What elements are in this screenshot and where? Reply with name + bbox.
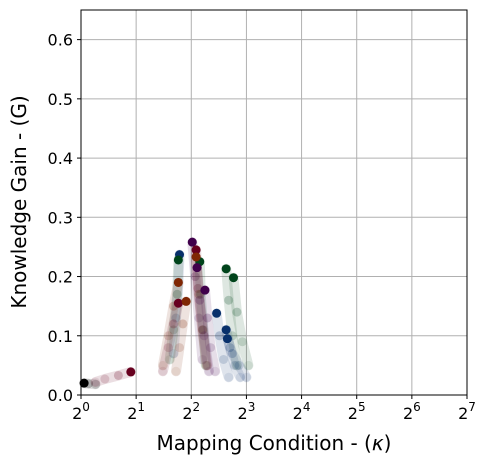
trail-point	[219, 354, 229, 364]
trail-point	[163, 343, 173, 353]
data-point	[200, 285, 210, 295]
x-tick-label: 20	[72, 400, 90, 423]
data-point	[212, 308, 222, 318]
data-points	[79, 237, 238, 388]
trail-point	[230, 360, 240, 370]
trail-path	[192, 262, 214, 377]
data-point	[228, 273, 238, 283]
trail-path	[228, 272, 254, 371]
y-tick-label: 0.1	[48, 327, 73, 346]
trail-point	[158, 360, 168, 370]
data-point	[222, 334, 232, 344]
trail-point	[158, 366, 168, 376]
data-point	[173, 298, 183, 308]
trail-point	[199, 331, 209, 341]
trail-point	[232, 307, 242, 317]
trail-point	[214, 331, 224, 341]
trail-point	[243, 360, 253, 370]
trail-point	[190, 272, 200, 282]
trail-point	[237, 337, 247, 347]
y-tick-label: 0.6	[48, 31, 73, 50]
trail-point	[202, 313, 212, 323]
trail-point	[197, 325, 207, 335]
trail-point	[113, 370, 123, 380]
trail-path	[200, 285, 221, 377]
trail-point	[178, 319, 188, 329]
data-point	[126, 367, 136, 377]
trail-point	[202, 360, 212, 370]
trail-point	[171, 366, 181, 376]
trail-point	[241, 372, 251, 382]
trail-point	[91, 379, 101, 389]
y-tick-label: 0.0	[48, 386, 73, 405]
trail-point	[91, 377, 101, 387]
trail-point	[206, 343, 216, 353]
trail-point	[100, 374, 110, 384]
trail-path	[194, 256, 211, 371]
trail-point	[235, 372, 245, 382]
trail-point	[224, 372, 234, 382]
plot-frame	[80, 9, 468, 396]
trail-point	[171, 313, 181, 323]
x-tick-label: 23	[238, 400, 256, 423]
trail-point	[201, 360, 211, 370]
trail-point	[197, 354, 207, 364]
data-point	[221, 325, 231, 335]
data-point	[79, 378, 89, 388]
x-tick-label: 25	[348, 400, 366, 423]
trail-point	[194, 313, 204, 323]
data-point	[191, 245, 201, 255]
trail-point	[169, 319, 179, 329]
trail-point	[175, 343, 185, 353]
trail-point	[204, 366, 214, 376]
trail-point	[169, 349, 179, 359]
trail-point	[227, 349, 237, 359]
trail-point	[224, 295, 234, 305]
y-axis-label: Knowledge Gain - (G)	[7, 95, 31, 308]
x-tick-label: 27	[458, 400, 476, 423]
trail-point	[202, 360, 212, 370]
trail-point	[165, 354, 175, 364]
grid-lines	[80, 10, 468, 396]
trail-point	[169, 325, 179, 335]
x-tick-label: 26	[403, 400, 421, 423]
data-point	[187, 237, 197, 247]
x-axis-label: Mapping Condition - (κ)	[157, 431, 392, 455]
data-point	[191, 252, 201, 262]
y-tick-label: 0.2	[48, 268, 73, 287]
trail-point	[163, 331, 173, 341]
trail-path	[157, 277, 184, 371]
trail-path	[221, 263, 242, 371]
trail-path	[164, 255, 184, 365]
data-point	[173, 255, 183, 265]
data-point	[181, 296, 191, 306]
trail-path	[90, 366, 136, 387]
trail-point	[232, 360, 242, 370]
data-point	[221, 264, 231, 274]
plot-area	[81, 10, 467, 395]
trail-point	[172, 289, 182, 299]
x-tick-label: 21	[127, 400, 145, 423]
y-tick-label: 0.4	[48, 149, 73, 168]
trail-point	[198, 325, 208, 335]
axis-ticks: 20 21 22 23 24 25 26 27 0.0 0.1 0.2 0.3 0.4 0.5 0.6	[48, 31, 476, 423]
trail-path	[191, 252, 212, 371]
trail-point	[225, 343, 235, 353]
data-point	[173, 277, 183, 287]
trail-point	[210, 366, 220, 376]
trail-path	[171, 296, 192, 377]
trail-point	[193, 283, 203, 293]
trail-path	[157, 298, 184, 377]
x-tick-label: 24	[293, 400, 311, 423]
y-tick-label: 0.3	[48, 208, 73, 227]
y-tick-label: 0.5	[48, 90, 73, 109]
trail-path	[222, 333, 252, 383]
trail-point	[195, 295, 205, 305]
x-tick-label: 22	[182, 400, 200, 423]
trail-point	[234, 360, 244, 370]
trail-path	[211, 308, 234, 383]
trail-point	[197, 325, 207, 335]
data-point	[192, 263, 202, 273]
